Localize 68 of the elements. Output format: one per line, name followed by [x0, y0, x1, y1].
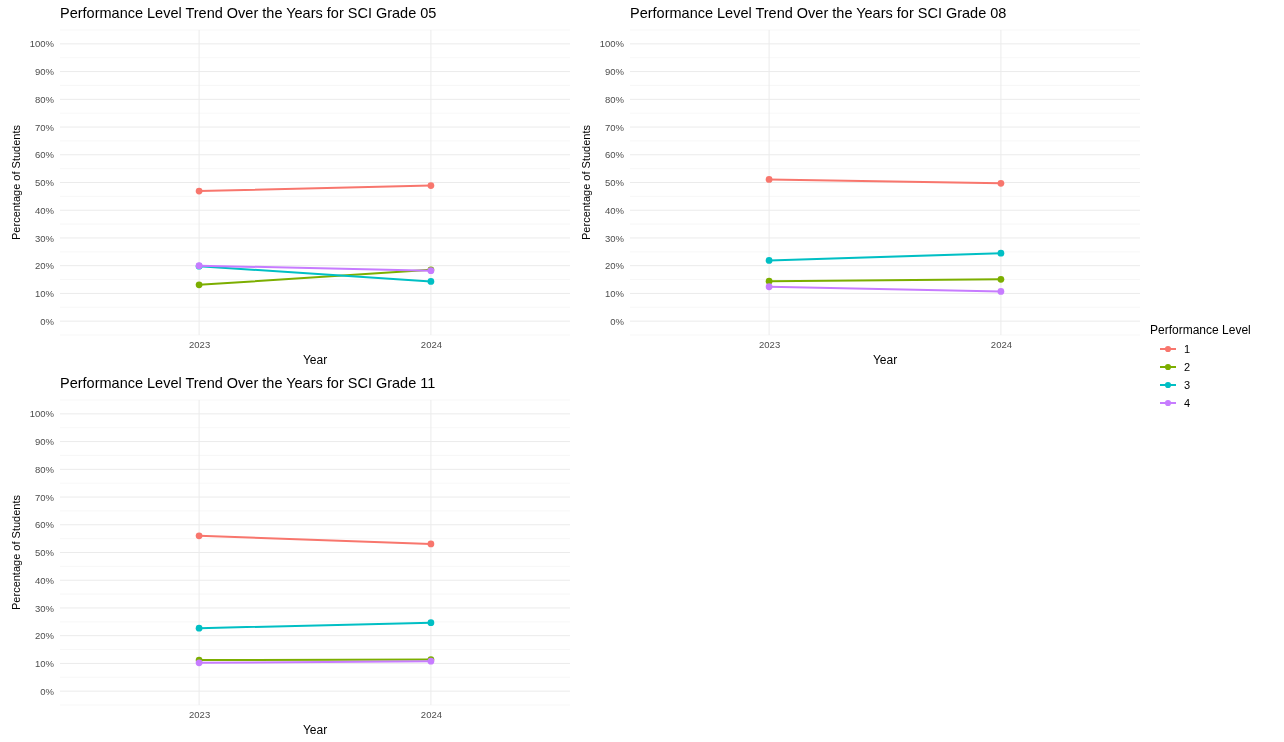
legend-label: 1	[1184, 343, 1191, 355]
point	[997, 179, 1005, 187]
y-axis-title: Percentage of Students	[10, 124, 22, 240]
x-tick-label: 2023	[759, 338, 781, 350]
y-tick-label: 50%	[34, 177, 55, 189]
point	[427, 540, 435, 548]
x-tick-label: 2024	[990, 338, 1012, 350]
y-tick-label: 60%	[34, 519, 55, 531]
y-tick-label: 70%	[34, 491, 55, 503]
point	[195, 532, 203, 540]
y-tick-label: 100%	[29, 38, 55, 50]
x-tick-label: 2024	[420, 708, 442, 720]
chart-title: Performance Level Trend Over the Years for SCI Grade 05	[60, 5, 437, 21]
y-tick-label: 0%	[40, 685, 55, 697]
x-tick-label: 2023	[189, 708, 211, 720]
x-axis-title: Year	[302, 353, 328, 367]
y-tick-label: 60%	[604, 149, 625, 161]
point	[427, 182, 435, 189]
y-tick-label: 30%	[34, 232, 55, 244]
legend-title: Performance Level	[1150, 323, 1251, 337]
y-tick-label: 80%	[34, 93, 55, 105]
y-tick-label: 20%	[34, 630, 55, 642]
y-tick-label: 50%	[604, 177, 625, 189]
y-tick-label: 90%	[34, 436, 55, 448]
y-tick-label: 0%	[610, 315, 625, 327]
point	[195, 281, 203, 289]
y-tick-label: 100%	[29, 408, 55, 420]
y-tick-label: 40%	[604, 204, 625, 216]
y-axis-title: Percentage of Students	[580, 124, 592, 240]
y-tick-label: 40%	[34, 204, 55, 216]
y-tick-label: 10%	[34, 657, 55, 669]
legend-label: 2	[1184, 361, 1191, 373]
point	[765, 283, 773, 291]
chart-title: Performance Level Trend Over the Years for SCI Grade 08	[630, 5, 1007, 21]
legend-label: 4	[1184, 397, 1191, 409]
legend-label: 3	[1184, 379, 1191, 391]
point	[997, 275, 1005, 283]
y-tick-label: 70%	[34, 121, 55, 133]
y-tick-label: 80%	[34, 463, 55, 475]
y-tick-label: 30%	[604, 232, 625, 244]
y-tick-label: 70%	[604, 121, 625, 133]
y-tick-label: 40%	[34, 574, 55, 586]
x-tick-label: 2023	[189, 338, 211, 350]
point	[765, 176, 773, 183]
x-axis-title: Year	[872, 353, 898, 367]
point	[195, 187, 203, 195]
y-tick-label: 90%	[34, 66, 55, 78]
x-axis-title: Year	[302, 723, 328, 737]
y-tick-label: 30%	[34, 602, 55, 614]
y-tick-label: 10%	[604, 287, 625, 299]
y-tick-label: 20%	[34, 260, 55, 272]
chart-title: Performance Level Trend Over the Years for SCI Grade 11	[60, 375, 436, 391]
y-tick-label: 60%	[34, 149, 55, 161]
point	[427, 619, 435, 627]
point	[195, 624, 203, 632]
point	[427, 278, 435, 285]
y-axis-title: Percentage of Students	[10, 494, 22, 610]
point	[997, 249, 1005, 257]
y-tick-label: 100%	[599, 38, 625, 50]
y-tick-label: 10%	[34, 287, 55, 299]
y-tick-label: 50%	[34, 547, 55, 559]
point	[765, 257, 773, 264]
y-tick-label: 0%	[40, 315, 55, 327]
y-tick-label: 20%	[604, 260, 625, 272]
x-tick-label: 2024	[420, 338, 442, 350]
point	[997, 288, 1005, 295]
y-tick-label: 90%	[604, 66, 625, 78]
y-tick-label: 80%	[604, 93, 625, 105]
